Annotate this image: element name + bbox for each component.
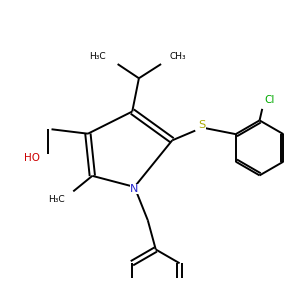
Text: CH₃: CH₃ — [170, 52, 187, 61]
Text: H₃C: H₃C — [48, 195, 64, 204]
Text: Cl: Cl — [264, 95, 274, 105]
Text: H₃C: H₃C — [89, 52, 106, 61]
Text: N: N — [130, 184, 139, 194]
Text: HO: HO — [24, 153, 40, 163]
Text: S: S — [198, 120, 206, 130]
